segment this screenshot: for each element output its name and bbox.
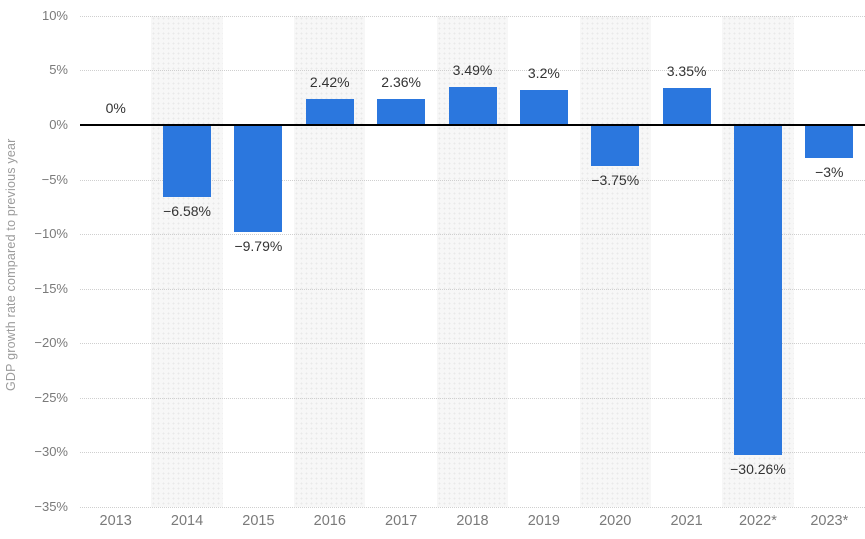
value-label-2022: −30.26% (730, 461, 786, 478)
y-tick-label--20: −20% (34, 335, 68, 351)
gridline--5 (80, 179, 865, 181)
value-label-2014: −6.58% (163, 202, 211, 219)
x-axis-label-2020: 2020 (599, 513, 632, 529)
x-axis-label-2015: 2015 (242, 513, 275, 529)
y-tick-label-5: 5% (49, 62, 68, 78)
value-label-2020: −3.75% (591, 171, 640, 188)
bar-2016[interactable] (305, 98, 354, 125)
bar-2018[interactable] (448, 86, 497, 125)
gridline--15 (80, 288, 865, 290)
bar-2019[interactable] (519, 90, 568, 125)
bar-2020[interactable] (591, 125, 640, 166)
y-tick-label-10: 10% (41, 7, 68, 23)
value-label-2013: 0% (105, 100, 126, 116)
y-tick-label--25: −25% (34, 389, 68, 405)
column-band-2014 (151, 16, 223, 507)
value-label-2021: 3.35% (666, 63, 707, 80)
bar-2021[interactable] (662, 88, 711, 125)
gridline--10 (80, 234, 865, 236)
y-tick-label-0: 0% (49, 117, 68, 132)
x-axis-label-2018: 2018 (456, 513, 489, 529)
bar-2014[interactable] (163, 125, 212, 197)
gridline--35 (80, 507, 865, 508)
y-tick-label--30: −30% (34, 444, 68, 460)
bar-2023[interactable] (805, 125, 854, 158)
y-tick-label--35: −35% (34, 499, 68, 514)
gridline-10 (80, 15, 865, 17)
bar-2017[interactable] (377, 99, 426, 125)
x-axis-label-2021: 2021 (670, 513, 703, 529)
gridline-5 (80, 70, 865, 72)
x-axis-label-2014: 2014 (170, 513, 204, 529)
y-tick-label--10: −10% (34, 226, 68, 242)
bar-2022[interactable] (733, 125, 782, 456)
value-label-2016: 2.42% (309, 73, 350, 90)
x-axis-label-2017: 2017 (385, 513, 418, 529)
y-axis-title: GDP growth rate compared to previous yea… (4, 138, 18, 392)
x-axis-label-2023: 2023* (810, 513, 849, 529)
value-label-2023: −3% (815, 163, 844, 180)
x-axis-label-2019: 2019 (527, 513, 560, 529)
bar-2015[interactable] (234, 125, 283, 232)
value-label-2017: 2.36% (381, 74, 421, 91)
y-tick-label--5: −5% (41, 171, 68, 187)
gridline--30 (80, 452, 865, 454)
value-label-2019: 3.2% (527, 65, 560, 82)
y-tick-label--15: −15% (34, 280, 68, 296)
value-label-2015: −9.79% (234, 237, 283, 254)
column-band-2016 (294, 16, 366, 507)
column-band-2020 (579, 16, 651, 507)
zero-axis-line (80, 124, 865, 126)
gridline--20 (80, 343, 865, 345)
x-axis-label-2016: 2016 (313, 513, 346, 529)
value-label-2018: 3.49% (452, 61, 493, 78)
x-axis-label-2013: 2013 (99, 513, 132, 529)
x-axis-label-2022: 2022* (738, 513, 777, 529)
gridline--25 (80, 397, 865, 399)
